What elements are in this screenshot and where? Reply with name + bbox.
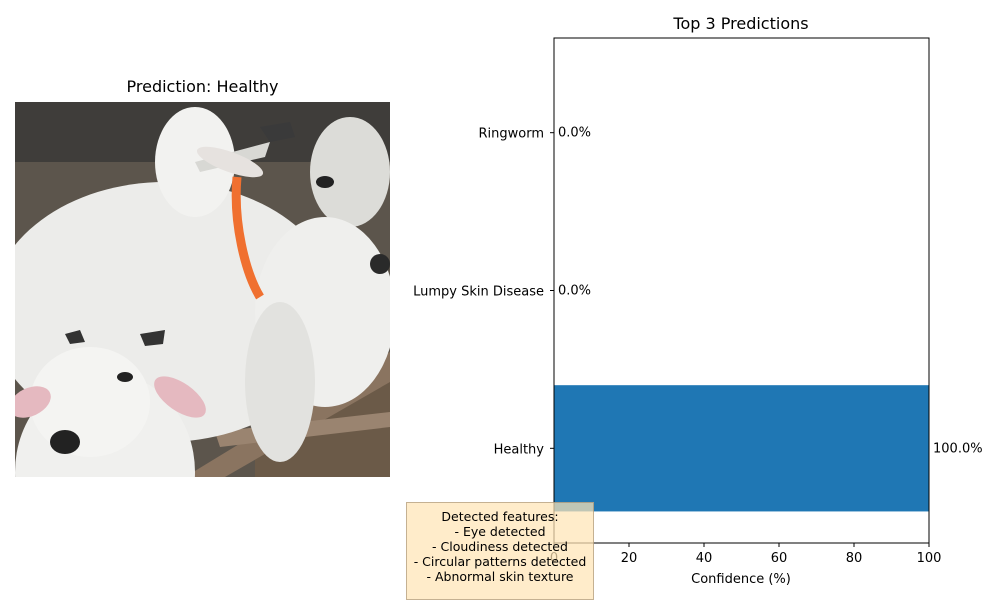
x-tick-label: 40 [696, 551, 713, 566]
feature-item: - Circular patterns detected [413, 554, 587, 569]
x-tick-label: 80 [846, 551, 863, 566]
x-tick-label: 60 [771, 551, 788, 566]
features-heading: Detected features: [441, 509, 559, 524]
y-tick-label: Healthy [494, 442, 545, 457]
cow-photo [15, 102, 390, 477]
bar-healthy [554, 385, 929, 512]
x-axis-label: Confidence (%) [691, 572, 791, 587]
x-tick-label: 100 [917, 551, 942, 566]
feature-item: - Abnormal skin texture [426, 569, 574, 584]
bar-value-label: 100.0% [933, 441, 983, 456]
feature-item: - Cloudiness detected [432, 539, 568, 554]
image-title: Prediction: Healthy [126, 77, 279, 96]
feature-item: - Eye detected [454, 524, 546, 539]
bar-value-label: 0.0% [558, 284, 591, 299]
y-tick-label: Lumpy Skin Disease [413, 285, 544, 300]
detected-features-box: Detected features: - Eye detected - Clou… [406, 502, 594, 600]
bar-value-label: 0.0% [558, 126, 591, 141]
y-tick-label: Ringworm [478, 127, 544, 142]
x-tick-label: 20 [621, 551, 638, 566]
chart-title: Top 3 Predictions [672, 14, 808, 33]
